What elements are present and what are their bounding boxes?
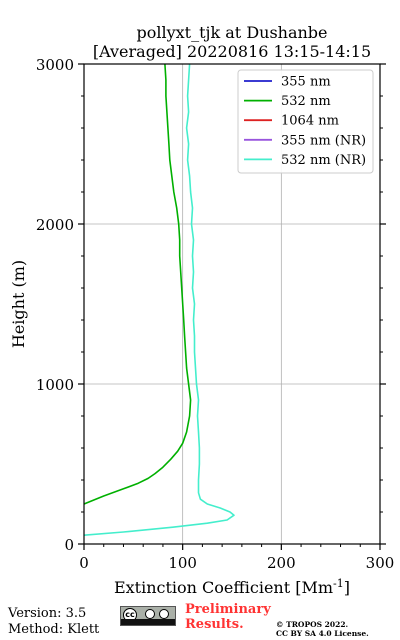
legend-label: 532 nm (NR) (281, 153, 366, 168)
series-line-4 (83, 63, 235, 536)
copyright-line1: © TROPOS 2022. (276, 620, 349, 629)
preliminary-line2: Results. (185, 617, 244, 632)
y-tick-label: 3000 (36, 56, 74, 74)
badge-strip (121, 619, 175, 625)
by-icon (145, 609, 155, 619)
x-axis-label-sup: -1 (333, 577, 344, 590)
footer-info: Version: 3.5 Method: Klett (8, 606, 99, 638)
chart-title-line1: pollyxt_tjk at Dushanbe (136, 23, 327, 42)
y-tick-label: 2000 (36, 216, 74, 234)
axis-ticks (78, 63, 386, 550)
extinction-chart: pollyxt_tjk at Dushanbe [Averaged] 20220… (9, 23, 395, 597)
plot-frame (83, 63, 381, 545)
sa-icon (159, 609, 169, 619)
copyright-notice: © TROPOS 2022. CC BY SA 4.0 License. (276, 620, 369, 638)
cc-license-badge: cc (120, 606, 176, 626)
preliminary-line1: Preliminary (185, 602, 271, 617)
chart-title-line2: [Averaged] 20220816 13:15-14:15 (93, 42, 371, 61)
legend-label: 355 nm (NR) (281, 133, 366, 148)
y-tick-label: 0 (64, 536, 74, 554)
series-layer (83, 63, 235, 536)
version-text: Version: 3.5 (8, 606, 87, 621)
x-tick-label: 300 (366, 554, 395, 572)
legend-box (237, 69, 374, 174)
legend-entries: 355 nm 532 nm 1064 nm 355 nm (NR) 532 nm (NR… (244, 75, 366, 168)
method-text: Method: Klett (8, 622, 100, 637)
x-axis-label-main: Extinction Coefficient [Mm (114, 578, 333, 597)
legend-label: 355 nm (281, 75, 331, 90)
y-tick-label: 1000 (36, 376, 74, 394)
preliminary-notice: Preliminary Results. (185, 602, 271, 632)
x-tick-label: 0 (79, 554, 89, 572)
x-tick-label: 100 (168, 554, 197, 572)
copyright-line2: CC BY SA 4.0 License. (276, 629, 369, 638)
legend-label: 532 nm (281, 94, 331, 109)
legend-label: 1064 nm (281, 114, 339, 129)
y-axis-label: Height (m) (9, 260, 28, 348)
x-axis-label: Extinction Coefficient [Mm-1] (114, 577, 350, 597)
legend: 355 nm 532 nm 1064 nm 355 nm (NR) 532 nm (NR… (237, 69, 374, 174)
series-line-1 (83, 63, 192, 505)
x-tick-label: 200 (267, 554, 296, 572)
x-axis-label-close: ] (344, 578, 350, 597)
